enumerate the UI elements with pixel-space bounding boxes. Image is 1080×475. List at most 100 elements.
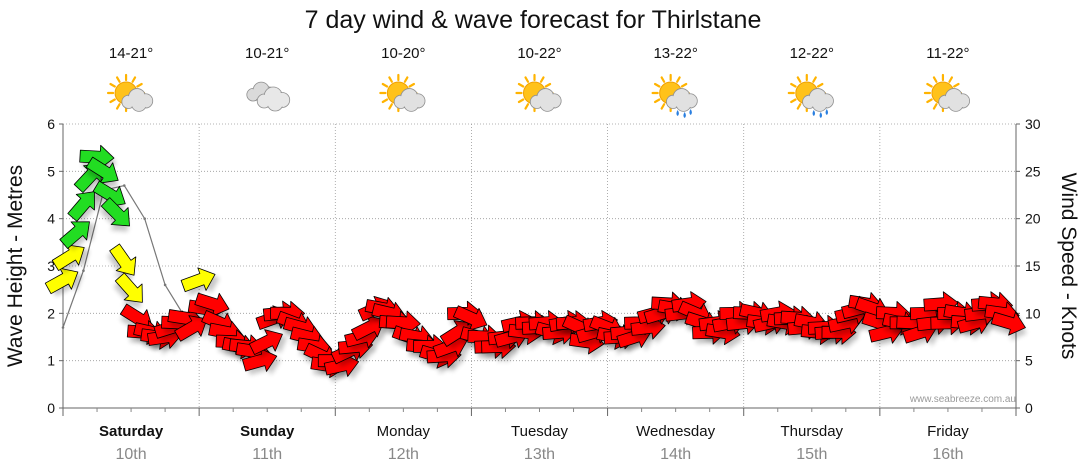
- wave-point: [163, 283, 167, 287]
- y-left-tick-label: 3: [47, 258, 55, 274]
- y-left-tick-label: 5: [47, 163, 55, 179]
- temperature-range: 14-21°: [109, 45, 153, 62]
- x-day-label: Wednesday: [636, 423, 715, 440]
- x-date-label: 10th: [116, 446, 147, 463]
- y-left-tick-label: 1: [47, 353, 55, 369]
- y-axis-right-label: Wind Speed - Knots: [1057, 173, 1080, 360]
- sun-ray: [932, 76, 938, 83]
- wind-series: [44, 144, 1027, 384]
- rain-drop: [819, 112, 823, 118]
- sun-ray: [660, 103, 666, 110]
- wind-arrow: [194, 292, 231, 322]
- wind-arrow: [59, 221, 96, 251]
- sun-ray: [388, 103, 393, 110]
- sun-ray: [408, 82, 416, 88]
- sun-ray: [680, 82, 688, 88]
- wave-point: [82, 269, 85, 273]
- cloud-puff-fill: [404, 97, 418, 111]
- daily-forecast-row: 14-21° 10-21° 10-20° 10-22° 13-22° 12-22° 11-2…: [106, 45, 971, 118]
- sun-ray: [790, 82, 797, 88]
- chart-grid: [63, 123, 1016, 408]
- x-day-label: Thursday: [781, 423, 844, 440]
- wind-arrow-body: [453, 305, 488, 331]
- partly-cloudy-icon: [379, 73, 426, 113]
- y-right-tick-label: 30: [1025, 116, 1041, 132]
- sun-ray: [816, 82, 824, 88]
- wind-arrow: [113, 272, 143, 308]
- wind-arrow: [67, 191, 101, 223]
- sun-ray: [381, 98, 389, 104]
- sun-ray: [109, 82, 116, 88]
- sun-ray: [524, 103, 530, 110]
- y-right-tick-label: 15: [1025, 258, 1041, 274]
- x-axis-day-labels: Saturday 10th Sunday 11th Monday 12th Tuesday 1…: [99, 423, 969, 463]
- cloud-shape: [256, 86, 291, 112]
- cloud-shape: [802, 88, 834, 112]
- wind-arrow: [453, 305, 488, 337]
- cloud-shape: [666, 88, 698, 112]
- cloud-puff-fill: [540, 97, 555, 111]
- sun-ray: [926, 82, 933, 88]
- temperature-range: 13-22°: [653, 45, 697, 62]
- wind-arrow-body: [85, 156, 119, 184]
- wind-arrow: [248, 329, 288, 358]
- sun-ray: [115, 76, 121, 83]
- temperature-range: 11-22°: [926, 45, 969, 62]
- temperature-range: 10-20°: [381, 45, 425, 62]
- sun-ray: [136, 82, 143, 88]
- watermark-text: www.seabreeze.com.au: [909, 394, 1016, 405]
- cloud-shape: [529, 88, 562, 112]
- wind-arrow-body: [59, 221, 90, 249]
- wind-arrow-body: [44, 267, 79, 295]
- wind-arrow-body: [990, 311, 1026, 336]
- chart-title: 7 day wind & wave forecast for Thirlstan…: [305, 6, 762, 34]
- rain-drop: [683, 112, 686, 118]
- wave-point: [61, 326, 65, 329]
- partly-cloudy-icon: [515, 73, 562, 113]
- chart-axes: 0 1 2 3 4 5 6 0 5 10 15 20 25 30: [47, 116, 1041, 416]
- cloud-shape: [393, 88, 426, 112]
- wind-arrow: [990, 311, 1027, 341]
- cloudy-icon: [246, 81, 291, 112]
- sun-ray: [539, 76, 545, 83]
- y-right-tick-label: 25: [1025, 163, 1041, 179]
- wind-arrow: [180, 267, 220, 296]
- cloud-puff-fill: [676, 97, 691, 111]
- wind-arrow-body: [51, 244, 85, 271]
- cloud-puff-fill: [812, 97, 827, 111]
- temperature-range: 10-21°: [245, 45, 289, 62]
- x-date-label: 15th: [796, 446, 827, 463]
- sun-ray: [796, 76, 802, 83]
- sun-ray: [653, 82, 661, 88]
- wind-arrow-body: [114, 272, 143, 303]
- x-date-label: 13th: [524, 446, 555, 463]
- sun-ray: [131, 76, 137, 83]
- sun-ray: [660, 76, 666, 83]
- x-day-label: Sunday: [240, 423, 295, 440]
- cloud-shape: [121, 88, 154, 112]
- partly-cloudy-icon: [923, 73, 971, 113]
- sun-ray: [403, 76, 409, 83]
- x-date-label: 16th: [932, 446, 963, 463]
- cloud-puff-fill: [132, 97, 146, 111]
- sun-ray: [653, 98, 661, 104]
- x-day-label: Tuesday: [511, 423, 568, 440]
- wind-arrow-body: [194, 292, 230, 317]
- sun-ray: [812, 76, 817, 83]
- x-day-label: Saturday: [99, 423, 164, 440]
- x-date-label: 12th: [388, 446, 419, 463]
- wind-arrow-body: [180, 267, 216, 293]
- sun-ray: [388, 76, 393, 83]
- wind-arrow-body: [79, 144, 115, 170]
- sun-ray: [115, 103, 121, 110]
- sun-ray: [953, 82, 960, 88]
- cloud-shape: [938, 88, 971, 112]
- sun-ray: [517, 98, 525, 104]
- rain-drop: [676, 110, 679, 116]
- sun-ray: [544, 82, 552, 88]
- sun-ray: [948, 76, 954, 83]
- partly-cloudy-icon: [106, 73, 154, 113]
- showers-icon: [787, 73, 834, 118]
- sun-ray: [109, 98, 116, 104]
